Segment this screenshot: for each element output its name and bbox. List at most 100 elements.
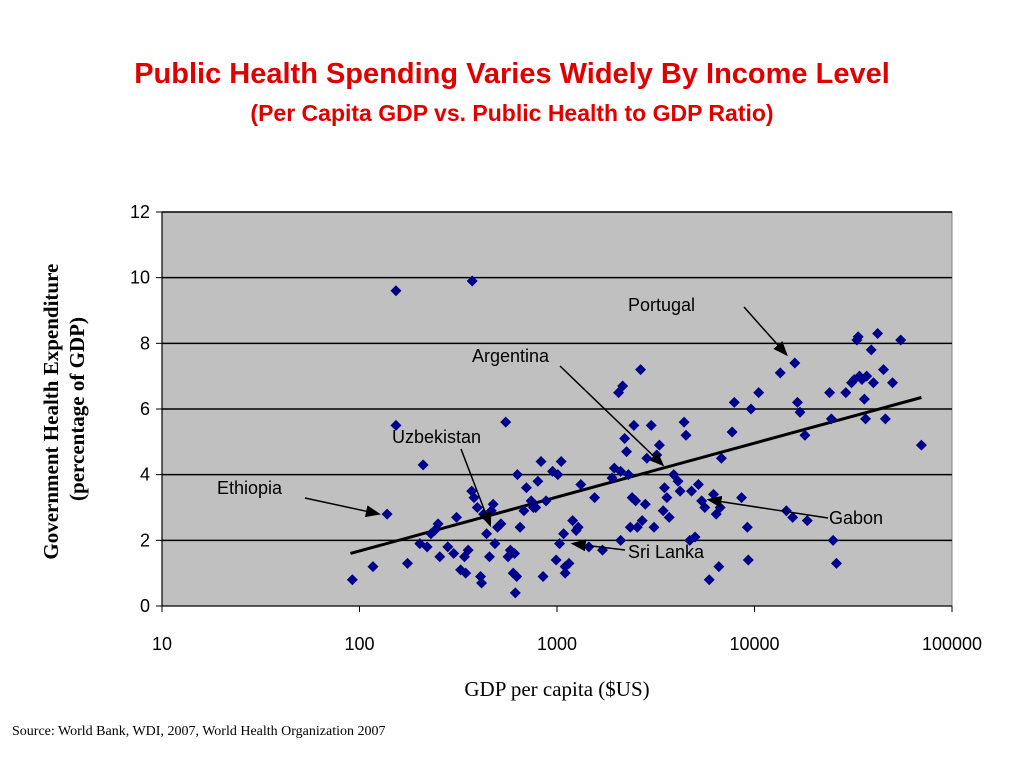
source-note: Source: World Bank, WDI, 2007, World Hea… (12, 724, 386, 739)
annotation-arrow (706, 495, 829, 519)
data-point (657, 505, 669, 517)
data-point (686, 485, 698, 497)
trend-line (350, 396, 922, 555)
data-point (653, 439, 665, 451)
data-point (476, 577, 488, 589)
data-point (872, 327, 884, 339)
data-point (552, 469, 564, 481)
annotation-label: Ethiopia (217, 478, 283, 498)
data-point (451, 511, 463, 523)
data-point (887, 377, 899, 389)
data-point (417, 459, 429, 471)
data-point (678, 416, 690, 428)
data-point (481, 528, 493, 540)
data-point (495, 518, 507, 530)
data-point (661, 492, 673, 504)
data-point (563, 557, 575, 569)
data-point (628, 419, 640, 431)
data-point (631, 521, 643, 533)
data-point (489, 538, 501, 550)
data-point (852, 331, 864, 343)
data-point (789, 357, 801, 369)
data-point (703, 574, 715, 586)
data-point (794, 406, 806, 418)
data-point (511, 570, 523, 582)
data-point (715, 452, 727, 464)
x-tick-label: 100 (344, 634, 374, 654)
data-point (615, 465, 627, 477)
data-point (483, 551, 495, 563)
data-point (434, 551, 446, 563)
data-point (509, 587, 521, 599)
data-point (606, 472, 618, 484)
data-point (559, 567, 571, 579)
data-point (713, 561, 725, 573)
annotation-arrow (559, 365, 665, 467)
data-point (742, 554, 754, 566)
annotation-label: Sri Lanka (628, 542, 705, 562)
data-point (514, 521, 526, 533)
data-point (468, 492, 480, 504)
data-point (799, 429, 811, 441)
data-point (617, 380, 629, 392)
data-point (830, 557, 842, 569)
data-point (915, 439, 927, 451)
y-tick-label: 6 (140, 399, 150, 419)
y-tick-label: 10 (130, 268, 150, 288)
data-point (728, 396, 740, 408)
data-point (636, 515, 648, 527)
data-point (518, 505, 530, 517)
data-point (630, 495, 642, 507)
data-point (575, 479, 587, 491)
x-tick-label: 10 (152, 634, 172, 654)
data-point (736, 492, 748, 504)
data-point (511, 469, 523, 481)
data-point (567, 515, 579, 527)
data-point (402, 557, 413, 569)
data-point (460, 567, 472, 579)
data-point (466, 275, 478, 287)
data-point (621, 446, 633, 458)
data-point (390, 285, 402, 297)
data-point (753, 387, 765, 399)
data-point (381, 508, 393, 520)
data-point (554, 538, 566, 550)
data-point (645, 419, 657, 431)
data-point (680, 429, 692, 441)
annotation-arrow (460, 448, 492, 528)
data-point (462, 544, 474, 556)
annotation-label: Argentina (472, 346, 550, 366)
y-tick-label: 2 (140, 530, 150, 550)
data-point (572, 521, 584, 533)
x-tick-label: 1000 (537, 634, 577, 654)
data-point (672, 475, 684, 487)
data-point (865, 344, 877, 356)
annotation-label: Gabon (829, 508, 883, 528)
data-point (774, 367, 786, 379)
data-point (658, 482, 670, 494)
data-point (858, 393, 870, 405)
data-point (537, 570, 549, 582)
data-point (421, 541, 433, 553)
data-point (648, 521, 660, 533)
data-point (791, 396, 803, 408)
data-point (827, 534, 839, 546)
y-tick-label: 0 (140, 596, 150, 616)
data-point (879, 413, 891, 425)
data-point (432, 518, 444, 530)
data-point (390, 419, 402, 431)
annotation-label: Portugal (628, 295, 695, 315)
data-point (540, 495, 552, 507)
data-point (442, 541, 454, 553)
data-point (674, 485, 686, 497)
data-point (532, 475, 544, 487)
data-point (801, 515, 813, 527)
data-point (787, 511, 799, 523)
annotation-arrow (570, 539, 626, 552)
data-point (824, 387, 836, 399)
data-point (589, 492, 601, 504)
data-point (471, 502, 483, 513)
data-point (878, 364, 890, 376)
data-point (622, 469, 634, 481)
data-point (663, 511, 675, 523)
